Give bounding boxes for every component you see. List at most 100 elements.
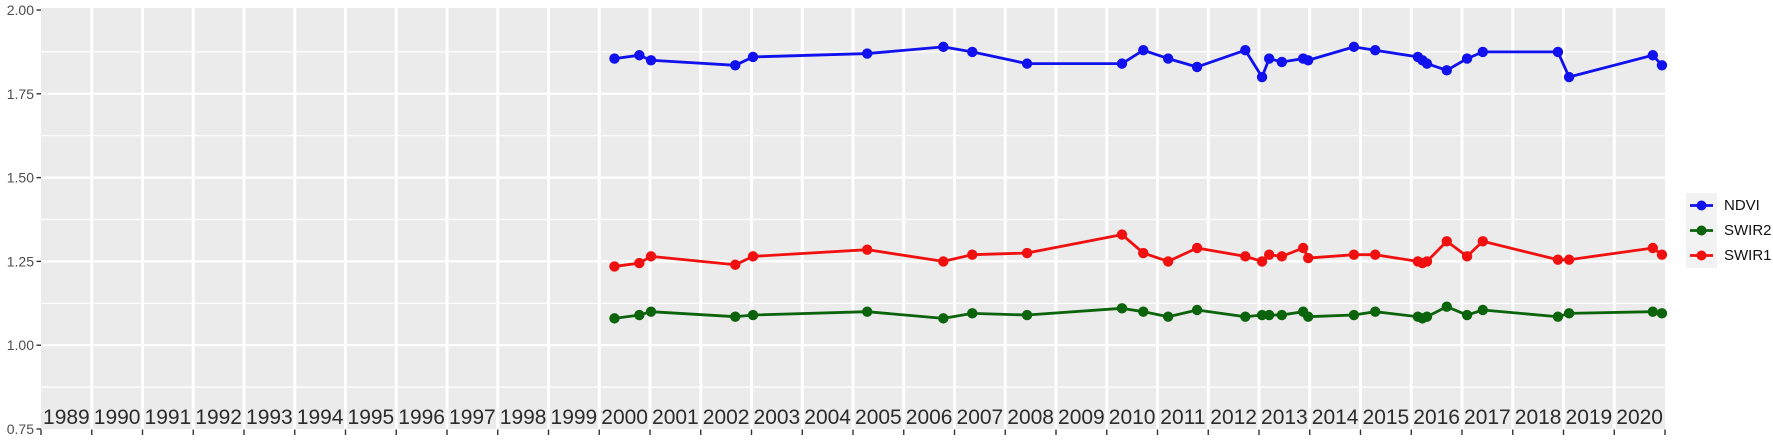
data-point-ndvi <box>1563 71 1575 83</box>
data-point-ndvi <box>1461 53 1473 64</box>
legend-key-ndvi <box>1686 193 1717 218</box>
data-point-swir2 <box>938 313 949 324</box>
data-point-ndvi <box>1370 45 1381 56</box>
data-point-swir2 <box>1162 311 1174 322</box>
x-year-label: 1994 <box>297 406 344 429</box>
data-point-swir2 <box>1552 311 1564 322</box>
x-year-label: 1989 <box>43 406 90 429</box>
data-point-swir1 <box>1263 249 1275 260</box>
year-separator <box>1206 8 1210 429</box>
x-year-label: 2010 <box>1109 406 1156 429</box>
year-separator <box>1612 8 1616 429</box>
data-point-swir1 <box>1276 251 1288 262</box>
data-point-swir1 <box>1461 251 1473 262</box>
legend-item-ndvi: NDVI <box>1686 193 1772 218</box>
x-year-label: 1991 <box>145 406 192 429</box>
x-year-label: 2015 <box>1363 406 1410 429</box>
data-point-swir2 <box>1563 308 1575 319</box>
line-point-icon <box>1690 250 1713 261</box>
data-point-swir2 <box>1348 309 1360 321</box>
x-year-label: 2003 <box>754 406 801 429</box>
data-point-swir2 <box>1370 306 1381 317</box>
y-tick-label: 2.00 <box>7 2 34 18</box>
data-point-swir1 <box>938 256 949 267</box>
year-separator <box>1460 8 1464 429</box>
data-point-ndvi <box>1276 56 1288 68</box>
data-point-ndvi <box>609 53 620 64</box>
data-point-swir1 <box>609 261 620 272</box>
data-point-ndvi <box>1421 58 1433 69</box>
data-point-swir2 <box>1477 304 1489 316</box>
year-separator <box>293 8 297 429</box>
data-point-ndvi <box>730 60 741 71</box>
data-point-swir1 <box>1477 236 1489 247</box>
legend-label-swir2: SWIR2 <box>1724 222 1772 239</box>
data-point-swir1 <box>1656 249 1668 260</box>
x-year-label: 2017 <box>1464 406 1511 429</box>
x-year-label: 2013 <box>1261 406 1308 429</box>
x-year-label: 1997 <box>449 406 496 429</box>
year-separator <box>90 8 94 429</box>
year-separator <box>648 8 652 429</box>
x-year-label: 2011 <box>1160 406 1205 429</box>
data-point-ndvi <box>1116 58 1128 69</box>
x-year-label: 2000 <box>601 406 648 429</box>
year-separator <box>597 8 601 429</box>
data-point-swir2 <box>634 309 645 321</box>
year-separator <box>1308 8 1312 429</box>
year-separator <box>1105 8 1109 429</box>
legend-item-swir2: SWIR2 <box>1686 218 1772 243</box>
legend-label-swir1: SWIR1 <box>1724 247 1772 264</box>
x-year-label: 2012 <box>1210 406 1257 429</box>
x-year-label: 1992 <box>195 406 242 429</box>
data-point-swir2 <box>1116 303 1128 314</box>
x-year-label: 2005 <box>855 406 902 429</box>
x-year-label: 1993 <box>246 406 293 429</box>
data-point-swir1 <box>1421 256 1433 267</box>
year-separator <box>953 8 956 429</box>
data-point-ndvi <box>1647 50 1659 61</box>
data-point-ndvi <box>1263 53 1275 64</box>
data-point-ndvi <box>747 51 759 63</box>
year-separator <box>699 8 703 429</box>
data-point-swir1 <box>1297 242 1309 254</box>
data-point-swir2 <box>1647 306 1659 317</box>
data-point-ndvi <box>1240 45 1251 56</box>
year-separator <box>394 8 398 429</box>
data-point-swir1 <box>1563 254 1575 265</box>
year-separator <box>191 8 195 429</box>
y-tick-label: 1.00 <box>7 337 34 353</box>
x-year-label: 2009 <box>1058 406 1105 429</box>
data-point-swir1 <box>1552 254 1564 265</box>
year-separator <box>445 8 449 429</box>
legend: NDVI SWIR2 SWIR1 <box>1686 193 1772 268</box>
data-point-ndvi <box>1552 46 1564 58</box>
x-year-label: 1996 <box>398 406 445 429</box>
year-separator <box>1054 8 1058 429</box>
data-point-ndvi <box>1303 55 1314 66</box>
year-separator <box>141 8 144 429</box>
year-separator <box>800 8 804 429</box>
year-separator <box>851 8 855 429</box>
data-point-ndvi <box>1021 58 1033 69</box>
data-point-swir1 <box>1116 229 1128 240</box>
year-separator <box>1359 8 1362 429</box>
x-year-label: 2018 <box>1515 406 1562 429</box>
year-separator <box>1257 8 1261 429</box>
x-year-label: 2014 <box>1312 406 1359 429</box>
line-point-icon <box>1690 225 1713 236</box>
x-year-label: 2008 <box>1007 406 1054 429</box>
data-point-swir2 <box>1138 306 1149 317</box>
data-point-swir1 <box>1256 256 1268 267</box>
data-point-swir2 <box>1240 311 1251 322</box>
data-point-swir2 <box>747 309 759 321</box>
data-point-swir1 <box>634 257 645 269</box>
data-point-swir2 <box>1421 311 1433 322</box>
data-point-swir1 <box>730 259 741 270</box>
data-point-swir1 <box>645 251 657 262</box>
data-point-swir2 <box>862 306 873 317</box>
y-tick-label: 0.75 <box>7 421 34 437</box>
data-point-swir2 <box>1276 309 1288 321</box>
